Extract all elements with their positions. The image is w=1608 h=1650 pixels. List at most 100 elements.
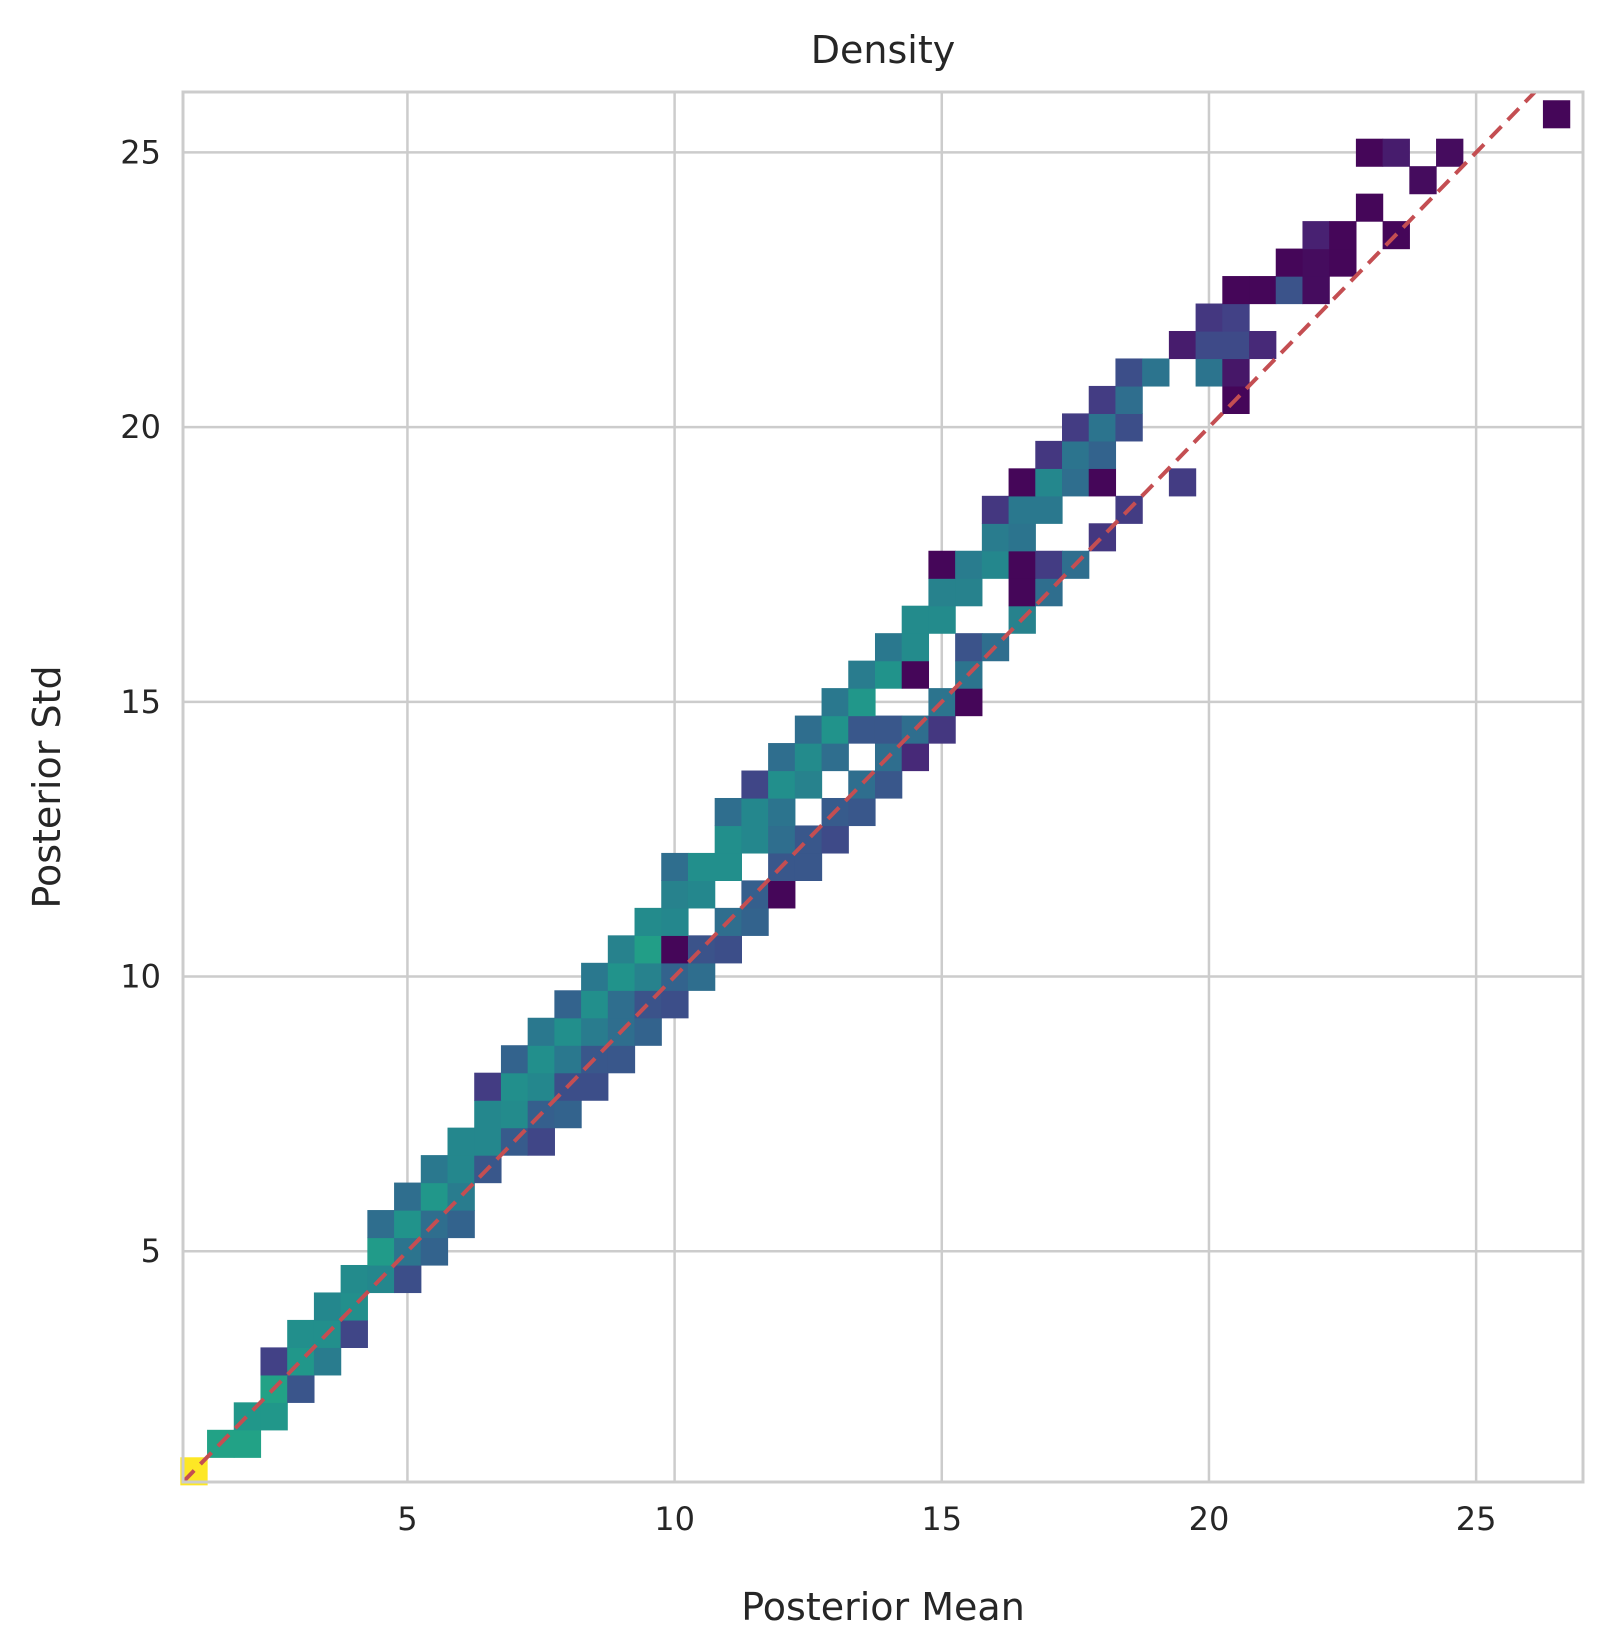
heatmap-cell [634,1017,662,1046]
heatmap-cell [661,852,689,881]
heatmap-cell [581,1072,609,1101]
heatmap-cell [474,1100,502,1129]
heatmap-cell [554,990,582,1019]
heatmap-cell [581,990,609,1019]
heatmap-cell [394,1264,422,1294]
heatmap-cell [928,605,956,634]
y-tick-label: 5 [141,1232,161,1270]
heatmap-cell [1008,578,1036,607]
heatmap-cell [1355,193,1384,222]
heatmap-cell [955,688,983,717]
heatmap-cell [447,1155,475,1184]
y-tick-label: 25 [120,133,161,171]
heatmap-cell [1115,358,1143,387]
heatmap-cell [1035,468,1063,497]
x-tick-label: 10 [654,1500,695,1538]
heatmap-cell [768,880,796,909]
heatmap-cell [287,1319,315,1348]
heatmap-cell [313,1292,342,1321]
heatmap-cell [1008,468,1036,497]
heatmap-cell [901,605,930,634]
heatmap-cell [874,715,903,744]
heatmap-cell [821,688,849,717]
heatmap-cell [607,990,636,1019]
heatmap-cell [634,907,662,936]
heatmap-cell [1249,276,1277,305]
heatmap-cell [1195,330,1223,360]
heatmap-cell [1062,413,1090,442]
heatmap-cell [1409,166,1437,195]
heatmap-cell [714,797,742,827]
heatmap-cell [287,1374,315,1403]
heatmap-cell [661,990,689,1019]
heatmap-cell [714,825,742,854]
heatmap-cell [394,1182,422,1211]
heatmap-cell [500,1100,529,1129]
heatmap-cell [474,1072,502,1101]
heatmap-cell [581,962,609,991]
heatmap-cell [1142,358,1170,387]
chart-title: Density [811,28,955,72]
heatmap-cell [1035,495,1063,524]
heatmap-cell [821,715,849,744]
heatmap-cell [1329,248,1357,277]
heatmap-cell [1008,523,1036,552]
heatmap-cell [741,907,769,936]
heatmap-cell [1222,358,1250,387]
x-tick-label: 15 [921,1500,962,1538]
heatmap-cell [687,852,716,881]
heatmap-cell [581,1017,609,1046]
heatmap-cell [420,1182,449,1211]
heatmap-cell [554,1100,582,1129]
heatmap-cell [607,1045,636,1074]
heatmap-cell [955,578,983,607]
y-tick-label: 15 [120,683,161,721]
heatmap-cell [260,1347,288,1376]
heatmap-cell [821,743,849,772]
y-tick-labels: 5 10 15 20 25 [120,133,161,1270]
heatmap-cell [821,825,849,854]
heatmap-cell [1168,468,1197,497]
heatmap-cell [527,1127,555,1156]
heatmap-cell [794,852,823,881]
heatmap-cell [981,495,1010,524]
heatmap-cell [634,935,662,964]
heatmap-cell [1302,248,1330,277]
heatmap-cell [527,1045,555,1074]
heatmap-cell [768,825,796,854]
heatmap-cell [928,715,956,744]
heatmap-cell [1115,385,1143,415]
heatmap-cell [1355,138,1384,167]
heatmap-cell [874,660,903,689]
heatmap-cell [1222,276,1250,305]
heatmap-cell [1168,330,1197,360]
heatmap-cell [394,1210,422,1239]
heatmap-cell [1062,468,1090,497]
heatmap-cell [1088,468,1117,497]
heatmap-cell [260,1402,288,1431]
heatmap-cell [901,633,930,662]
x-tick-label: 20 [1189,1500,1230,1538]
heatmap-cell [661,880,689,909]
heatmap-cell [901,660,930,689]
heatmap-cell [1088,413,1117,442]
heatmap-cell [1436,138,1464,167]
heatmap-cell [794,743,823,772]
reference-line [181,90,1537,1484]
heatmap-cell [340,1264,368,1294]
heatmap-cell [848,688,876,717]
heatmap-cell [634,962,662,991]
heatmap-cell [768,797,796,827]
heatmap-cell [1088,440,1117,469]
heatmap-cell [714,852,742,881]
heatmap-cell [714,935,742,964]
heatmap-cell [500,1045,529,1074]
heatmap-cell [1195,303,1223,332]
plot-frame [181,90,1585,1484]
heatmap-cell [1275,276,1304,305]
heatmap-cell [447,1210,475,1239]
heatmap-cell [1195,358,1223,387]
heatmap-cell [848,797,876,827]
heatmap-cell [420,1155,449,1184]
heatmap-cell [1302,276,1330,305]
